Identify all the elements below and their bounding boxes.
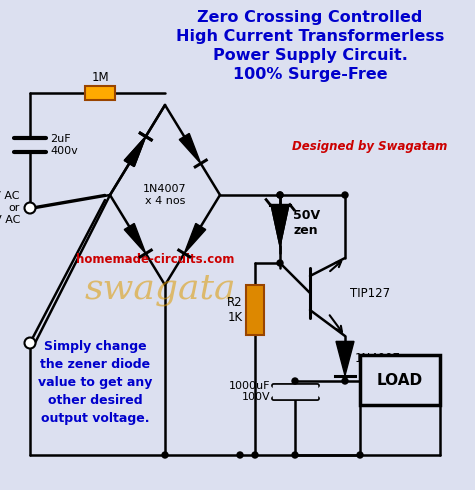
Text: Simply change
the zener diode
value to get any
other desired
output voltage.: Simply change the zener diode value to g… bbox=[38, 340, 152, 425]
Text: LOAD: LOAD bbox=[377, 372, 423, 388]
Circle shape bbox=[25, 338, 36, 348]
Polygon shape bbox=[184, 223, 206, 253]
Text: 50V
zen: 50V zen bbox=[293, 209, 320, 237]
Polygon shape bbox=[124, 137, 146, 167]
Circle shape bbox=[342, 378, 348, 384]
Text: 1000uF
100V: 1000uF 100V bbox=[228, 381, 270, 402]
Text: homemade-circuits.com: homemade-circuits.com bbox=[76, 253, 234, 266]
Text: Power Supply Circuit.: Power Supply Circuit. bbox=[213, 48, 408, 63]
Text: 100% Surge-Free: 100% Surge-Free bbox=[233, 67, 387, 82]
Polygon shape bbox=[271, 205, 289, 246]
Polygon shape bbox=[124, 223, 146, 253]
Circle shape bbox=[237, 452, 243, 458]
Circle shape bbox=[277, 192, 283, 198]
Circle shape bbox=[252, 452, 258, 458]
Text: 1N4007: 1N4007 bbox=[355, 352, 401, 365]
Circle shape bbox=[162, 452, 168, 458]
Circle shape bbox=[277, 260, 283, 266]
Circle shape bbox=[277, 192, 283, 198]
Polygon shape bbox=[179, 133, 201, 164]
Text: 1M: 1M bbox=[91, 71, 109, 84]
FancyBboxPatch shape bbox=[85, 86, 115, 100]
Text: 1N4007
x 4 nos: 1N4007 x 4 nos bbox=[143, 184, 187, 206]
Polygon shape bbox=[124, 137, 146, 167]
Circle shape bbox=[342, 192, 348, 198]
Polygon shape bbox=[336, 342, 354, 376]
Circle shape bbox=[292, 452, 298, 458]
Text: TIP127: TIP127 bbox=[350, 287, 390, 299]
FancyBboxPatch shape bbox=[360, 355, 440, 405]
Text: Designed by Swagatam: Designed by Swagatam bbox=[292, 140, 447, 153]
FancyBboxPatch shape bbox=[246, 285, 264, 335]
Circle shape bbox=[292, 378, 298, 384]
Text: 220V AC
or
120V AC: 220V AC or 120V AC bbox=[0, 192, 20, 224]
Text: R2
1K: R2 1K bbox=[228, 296, 243, 324]
Circle shape bbox=[25, 202, 36, 214]
Text: 2uF
400v: 2uF 400v bbox=[50, 134, 78, 156]
Text: Zero Crossing Controlled: Zero Crossing Controlled bbox=[197, 10, 423, 25]
Circle shape bbox=[357, 452, 363, 458]
Text: swagata: swagata bbox=[84, 272, 236, 306]
Text: High Current Transformerless: High Current Transformerless bbox=[176, 29, 444, 44]
